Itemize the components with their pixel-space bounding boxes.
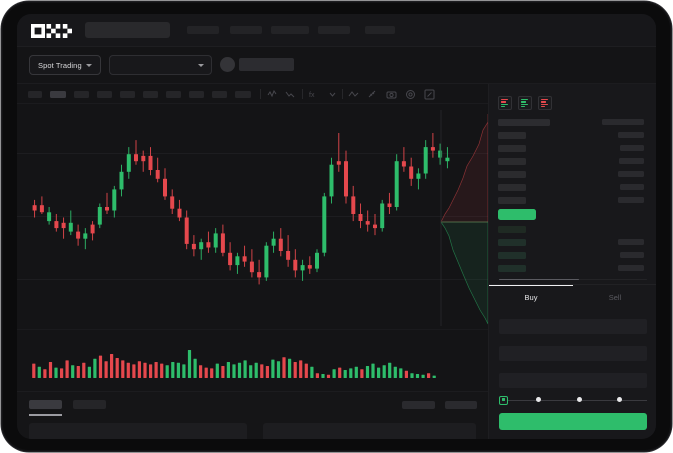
orderbook-ask-size xyxy=(618,197,644,203)
orderbook-bid-size xyxy=(618,265,644,271)
timeframe-30m[interactable] xyxy=(97,91,112,98)
pair-name-placeholder xyxy=(239,58,294,71)
orders-card-left[interactable] xyxy=(29,423,247,439)
timeframe-1h[interactable] xyxy=(120,91,135,98)
amount-percent-slider[interactable] xyxy=(499,395,647,405)
orderbook-ask-row[interactable] xyxy=(498,184,526,191)
orderbook-column-header-size xyxy=(602,119,644,125)
tab-buy[interactable]: Buy xyxy=(489,285,573,309)
orderbook-bid-row[interactable] xyxy=(498,226,526,233)
orderbook-display-modes xyxy=(498,96,552,110)
toolbar-divider xyxy=(342,89,343,99)
slider-track xyxy=(505,399,647,401)
order-price-field[interactable] xyxy=(499,319,647,334)
slider-handle[interactable] xyxy=(499,395,508,405)
timeframe-1d[interactable] xyxy=(166,91,181,98)
order-amount-field[interactable] xyxy=(499,346,647,361)
chevron-down-icon[interactable] xyxy=(327,89,338,100)
orderbook-ask-size xyxy=(620,145,644,151)
okx-logo[interactable] xyxy=(31,24,73,38)
timeframe-1w[interactable] xyxy=(189,91,204,98)
candlestick-icon[interactable] xyxy=(267,89,278,100)
volume-bars-svg xyxy=(32,350,436,378)
slider-stop-75[interactable] xyxy=(617,397,622,402)
orderbook-bid-row[interactable] xyxy=(498,265,526,272)
tab-sell[interactable]: Sell xyxy=(608,292,622,302)
orderbook-ask-row[interactable] xyxy=(498,132,526,139)
orderbook-asks-icon[interactable] xyxy=(538,96,552,110)
orderbook-spread-price xyxy=(498,209,536,220)
chevron-down-icon xyxy=(85,63,92,67)
search-input[interactable] xyxy=(85,22,170,38)
slider-stop-25[interactable] xyxy=(536,397,541,402)
toolbar-divider xyxy=(260,89,261,99)
orderbook-ask-size xyxy=(618,171,644,177)
orders-action-2[interactable] xyxy=(445,401,477,409)
orderbook-panel xyxy=(488,84,656,284)
orders-tab-underline xyxy=(29,414,62,416)
orderbook-column-header-price xyxy=(498,119,550,126)
trend-line-icon[interactable] xyxy=(348,89,359,100)
timeframe-15m[interactable] xyxy=(74,91,89,98)
orderbook-ask-row[interactable] xyxy=(498,197,526,204)
camera-icon[interactable] xyxy=(386,89,397,100)
trading-pair-select[interactable] xyxy=(109,55,212,75)
fullscreen-icon[interactable] xyxy=(424,89,435,100)
toolbar-divider xyxy=(302,89,303,99)
orders-tab-history[interactable] xyxy=(73,400,106,409)
tablet-device-frame: Spot Trading xyxy=(3,3,670,450)
orderbook-bid-row[interactable] xyxy=(498,239,526,246)
slider-stop-50[interactable] xyxy=(577,397,582,402)
candlestick-chart-svg xyxy=(17,110,488,326)
timeframe-5m[interactable] xyxy=(50,91,66,98)
chart-toolbar: fx xyxy=(17,84,488,104)
volume-chart xyxy=(17,329,488,391)
orders-action-1[interactable] xyxy=(402,401,435,409)
orderbook-bid-row[interactable] xyxy=(498,252,526,259)
nav-link-2[interactable] xyxy=(230,26,262,34)
orderbook-bids-icon[interactable] xyxy=(518,96,532,110)
timeframe-more[interactable] xyxy=(235,91,251,98)
submit-order-button[interactable] xyxy=(499,413,647,430)
nav-link-3[interactable] xyxy=(271,26,309,34)
settings-icon[interactable] xyxy=(405,89,416,100)
orders-panel xyxy=(17,391,488,439)
buy-sell-tabs: Buy Sell xyxy=(489,285,656,309)
line-chart-icon[interactable] xyxy=(285,89,296,100)
nav-link-1[interactable] xyxy=(187,26,219,34)
pair-avatar xyxy=(220,57,235,72)
orderbook-ask-row[interactable] xyxy=(498,145,526,152)
timeframe-1mo[interactable] xyxy=(212,91,227,98)
orderbook-ask-row[interactable] xyxy=(498,158,526,165)
market-bar: Spot Trading xyxy=(17,47,656,84)
orders-card-right[interactable] xyxy=(263,423,476,439)
nav-link-5[interactable] xyxy=(365,26,395,34)
spot-trading-button[interactable]: Spot Trading xyxy=(29,55,101,75)
orderbook-scrollbar[interactable] xyxy=(499,278,647,280)
orderbook-bid-size xyxy=(618,239,644,245)
orderbook-ask-size xyxy=(618,132,644,138)
top-nav xyxy=(17,14,656,47)
orderbook-ask-size xyxy=(620,184,644,190)
svg-text:fx: fx xyxy=(309,92,315,99)
price-chart[interactable] xyxy=(17,104,488,329)
spot-trading-label: Spot Trading xyxy=(38,60,82,70)
orderbook-ask-row[interactable] xyxy=(498,171,526,178)
chevron-down-icon xyxy=(198,63,204,67)
timeframe-4h[interactable] xyxy=(143,91,158,98)
trade-form-panel: Buy Sell xyxy=(488,284,656,439)
indicator-icon[interactable]: fx xyxy=(308,89,319,100)
timeframe-1m[interactable] xyxy=(28,91,42,98)
orders-tab-open[interactable] xyxy=(29,400,62,409)
app-screen: Spot Trading xyxy=(17,14,656,439)
orderbook-bid-size xyxy=(620,252,644,258)
orderbook-ask-size xyxy=(619,158,644,164)
nav-link-4[interactable] xyxy=(318,26,350,34)
ruler-icon[interactable] xyxy=(367,89,378,100)
orderbook-both-icon[interactable] xyxy=(498,96,512,110)
order-total-field[interactable] xyxy=(499,373,647,388)
